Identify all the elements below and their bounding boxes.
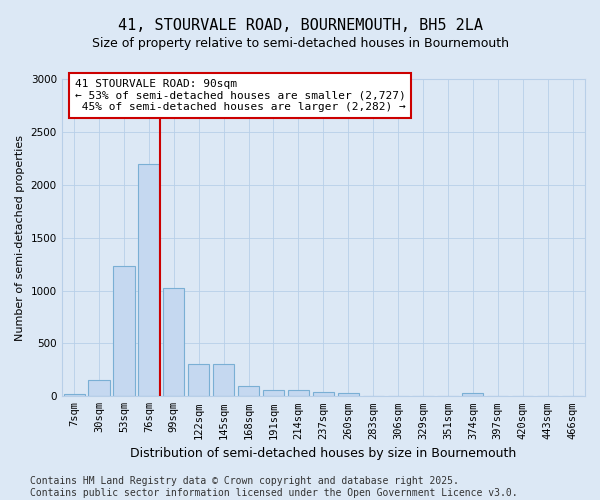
Bar [338, 393, 359, 396]
Text: Contains HM Land Registry data © Crown copyright and database right 2025.
Contai: Contains HM Land Registry data © Crown c… [30, 476, 518, 498]
Bar [213, 364, 234, 396]
Bar [64, 394, 85, 396]
Text: Size of property relative to semi-detached houses in Bournemouth: Size of property relative to semi-detach… [91, 38, 509, 51]
Text: 41 STOURVALE ROAD: 90sqm
← 53% of semi-detached houses are smaller (2,727)
 45% : 41 STOURVALE ROAD: 90sqm ← 53% of semi-d… [75, 79, 406, 112]
X-axis label: Distribution of semi-detached houses by size in Bournemouth: Distribution of semi-detached houses by … [130, 447, 517, 460]
Text: 41, STOURVALE ROAD, BOURNEMOUTH, BH5 2LA: 41, STOURVALE ROAD, BOURNEMOUTH, BH5 2LA [118, 18, 482, 32]
Bar [313, 392, 334, 396]
Bar [88, 380, 110, 396]
Bar [462, 393, 484, 396]
Bar [113, 266, 134, 396]
Bar [138, 164, 160, 396]
Bar [188, 364, 209, 396]
Bar [263, 390, 284, 396]
Bar [163, 288, 184, 397]
Bar [288, 390, 309, 396]
Bar [238, 386, 259, 396]
Y-axis label: Number of semi-detached properties: Number of semi-detached properties [15, 134, 25, 340]
